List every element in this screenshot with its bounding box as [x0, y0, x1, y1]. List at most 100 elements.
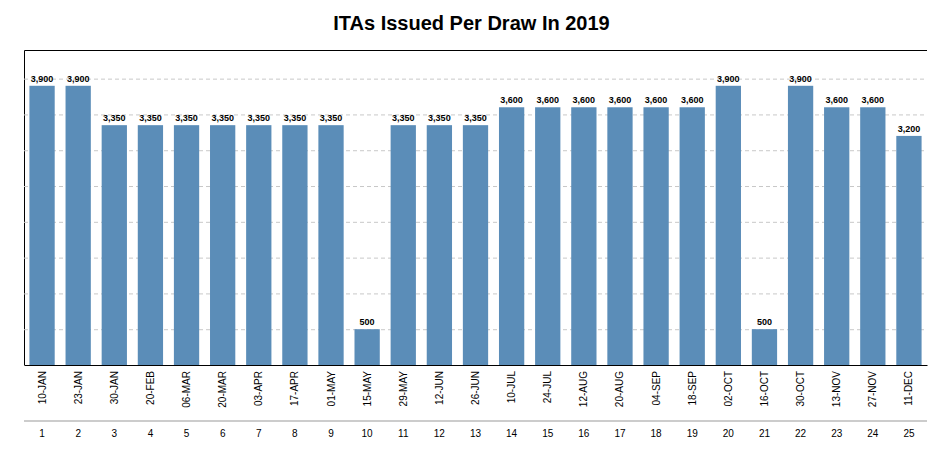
bar	[860, 107, 885, 365]
x-tick: 29-MAY	[398, 365, 409, 406]
data-label: 3,350	[139, 113, 162, 123]
draw-number: 5	[184, 428, 190, 439]
draw-number: 22	[795, 428, 807, 439]
draw-number: 3	[112, 428, 118, 439]
x-tick: 12-AUG	[578, 365, 589, 407]
x-tick: 23-JAN	[73, 365, 84, 404]
x-tick-label: 12-AUG	[578, 371, 589, 407]
data-label: 3,900	[717, 74, 740, 84]
x-tick-label: 27-NOV	[867, 371, 878, 407]
x-tick-label: 10-JAN	[37, 371, 48, 404]
x-tick: 01-MAY	[326, 365, 337, 406]
x-tick-label: 29-MAY	[398, 371, 409, 407]
draw-number: 8	[292, 428, 298, 439]
draw-number: 13	[470, 428, 482, 439]
x-tick-label: 26-JUN	[470, 371, 481, 405]
data-label: 3,350	[211, 113, 234, 123]
draw-number: 23	[831, 428, 843, 439]
data-label: 3,350	[392, 113, 415, 123]
bar	[354, 329, 379, 365]
draw-number: 17	[614, 428, 626, 439]
x-tick-label: 15-MAY	[362, 371, 373, 407]
data-label: 3,900	[67, 74, 90, 84]
x-tick: 12-JUN	[434, 365, 445, 405]
draw-number: 21	[759, 428, 771, 439]
x-tick-label: 18-SEP	[687, 371, 698, 406]
data-label: 3,600	[573, 95, 596, 105]
bar	[282, 125, 307, 365]
x-tick-label: 04-SEP	[651, 371, 662, 406]
data-label: 500	[360, 317, 375, 327]
x-tick-label: 10-JUL	[506, 371, 517, 404]
data-label: 3,600	[500, 95, 523, 105]
data-label: 3,350	[175, 113, 198, 123]
x-tick: 18-SEP	[687, 365, 698, 405]
bar	[391, 125, 416, 365]
draw-number: 1	[39, 428, 45, 439]
bar	[571, 107, 596, 365]
y-axis-line	[25, 51, 928, 366]
data-labels: 3,900 3,900 3,350 3,350 3,350 3,350 3,350 3,350…	[31, 74, 920, 327]
data-label: 3,900	[31, 74, 54, 84]
x-tick-label: 17-APR	[289, 371, 300, 406]
draw-number: 4	[148, 428, 154, 439]
x-tick: 16-OCT	[759, 365, 770, 407]
bars	[29, 86, 921, 365]
x-tick: 20-MAR	[217, 365, 228, 408]
draw-number: 7	[256, 428, 262, 439]
bar	[535, 107, 560, 365]
x-tick: 02-OCT	[723, 365, 734, 407]
x-tick-label: 23-JAN	[73, 371, 84, 404]
x-tick-label: 30-JAN	[109, 371, 120, 404]
data-label: 3,350	[464, 113, 487, 123]
data-label: 3,350	[284, 113, 307, 123]
data-label: 3,600	[536, 95, 559, 105]
data-label: 3,600	[681, 95, 704, 105]
x-tick-label: 02-OCT	[723, 371, 734, 407]
x-tick: 03-APR	[253, 365, 264, 406]
x-tick-label: 30-OCT	[795, 371, 806, 407]
x-tick: 24-JUL	[542, 365, 553, 403]
bar	[427, 125, 452, 365]
x-tick: 30-OCT	[795, 365, 806, 407]
x-tick-label: 16-OCT	[759, 371, 770, 407]
bar	[752, 329, 777, 365]
x-tick: 10-JAN	[37, 365, 48, 404]
x-tick: 30-JAN	[109, 365, 120, 404]
x-axis: 10-JAN 23-JAN 30-JAN 20-FEB 06-MAR 20-MAR 03-A…	[25, 365, 928, 408]
bar	[499, 107, 524, 365]
x-tick-label: 06-MAR	[181, 371, 192, 408]
x-tick: 06-MAR	[181, 365, 192, 408]
draw-number: 14	[506, 428, 518, 439]
data-label: 3,350	[248, 113, 271, 123]
x-tick: 13-NOV	[831, 365, 842, 407]
draw-number: 11	[398, 428, 409, 439]
title: ITAs Issued Per Draw In 2019	[333, 12, 609, 34]
bar	[318, 125, 343, 365]
x-tick-label: 13-NOV	[831, 371, 842, 407]
y-tick	[24, 365, 927, 366]
bar	[643, 107, 668, 365]
x-tick-label: 01-MAY	[326, 371, 337, 407]
bar	[102, 125, 127, 365]
draw-number: 10	[362, 428, 374, 439]
data-label: 3,350	[320, 113, 343, 123]
grid-line	[24, 365, 927, 366]
data-label: 500	[757, 317, 772, 327]
draw-number: 12	[434, 428, 446, 439]
bar	[680, 107, 705, 365]
bar	[138, 125, 163, 365]
x-tick: 10-JUL	[506, 365, 517, 403]
draw-number: 24	[867, 428, 879, 439]
bar	[29, 86, 54, 365]
data-label: 3,600	[645, 95, 668, 105]
draw-number: 6	[220, 428, 226, 439]
bar	[246, 125, 271, 365]
x-tick-label: 20-FEB	[145, 371, 156, 405]
x-axis-line	[25, 365, 928, 366]
draw-number: 2	[75, 428, 81, 439]
x-tick-label: 20-AUG	[614, 371, 625, 407]
draw-number: 18	[651, 428, 663, 439]
x-tick: 11-DEC	[903, 365, 914, 406]
data-label: 3,350	[103, 113, 126, 123]
